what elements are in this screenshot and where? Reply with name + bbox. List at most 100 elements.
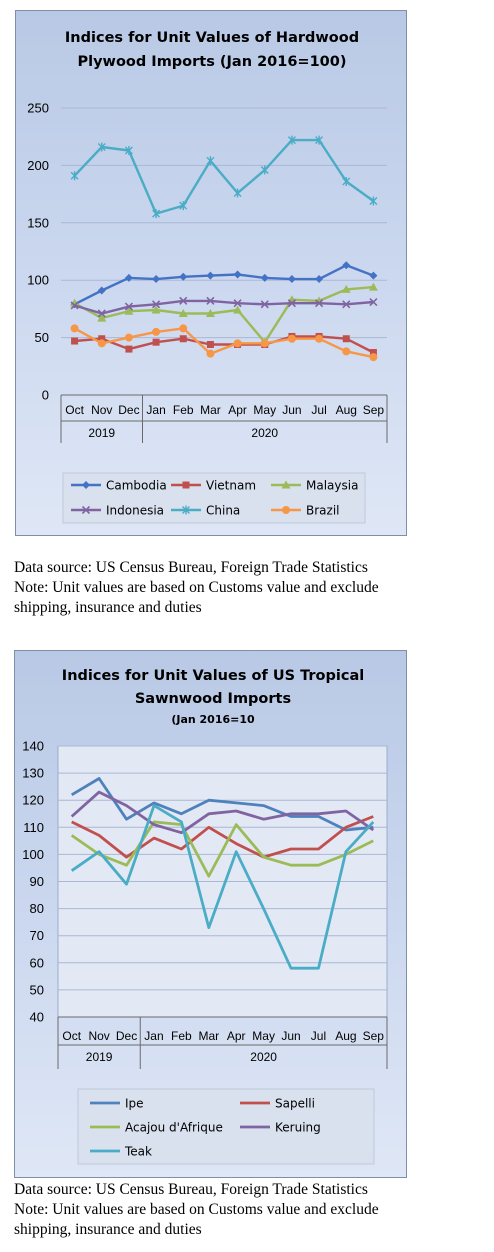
x-group-label: 2020 xyxy=(251,426,278,440)
data-point-malaysia xyxy=(151,305,161,314)
sawnwood-chart: Indices for Unit Values of US Tropical S… xyxy=(14,650,407,1178)
data-point-brazil xyxy=(152,327,161,336)
x-tick-label: Jun xyxy=(282,403,301,417)
data-point-cambodia xyxy=(287,275,296,284)
data-point-indonesia xyxy=(369,297,378,307)
data-point-indonesia xyxy=(233,299,242,308)
data-point-malaysia xyxy=(124,306,134,315)
data-point-vietnam xyxy=(125,345,133,353)
legend-item-brazil: Brazil xyxy=(271,504,340,518)
y-tick-label: 100 xyxy=(22,847,44,862)
series-line-sapelli xyxy=(71,815,374,859)
data-point-brazil xyxy=(179,324,188,333)
data-point-vietnam xyxy=(369,349,377,357)
series-acajou-d-afrique xyxy=(70,820,374,878)
data-point-indonesia xyxy=(97,309,106,318)
data-point-malaysia xyxy=(205,308,215,317)
data-point-china xyxy=(70,171,79,181)
legend-item-indonesia: Indonesia xyxy=(71,504,164,518)
data-point-vietnam xyxy=(206,340,214,348)
data-point-brazil xyxy=(342,347,351,356)
data-point-indonesia xyxy=(342,300,351,309)
data-point-china xyxy=(97,142,106,152)
y-tick-label: 50 xyxy=(35,330,49,345)
y-tick-label: 150 xyxy=(27,215,49,230)
data-point-malaysia xyxy=(70,298,80,307)
data-point-cambodia xyxy=(342,261,351,270)
data-point-malaysia xyxy=(97,313,107,322)
series-line-indonesia xyxy=(74,299,374,315)
legend-marker xyxy=(81,505,91,515)
series-line-brazil xyxy=(74,327,374,359)
legend-label: Keruing xyxy=(275,1121,321,1135)
x-tick-label: Sep xyxy=(363,403,385,417)
x-tick-label: Mar xyxy=(200,403,221,417)
x-tick-label: Nov xyxy=(88,1029,109,1043)
series-line-china xyxy=(73,138,375,215)
x-tick-label: Jan xyxy=(144,1029,163,1043)
data-point-china xyxy=(260,165,269,175)
series-indonesia xyxy=(70,296,378,318)
note-text-line2: shipping, insurance and duties xyxy=(14,599,202,616)
series-line-ipe xyxy=(70,777,374,832)
legend-label: Cambodia xyxy=(106,479,167,493)
data-point-vietnam xyxy=(71,337,79,345)
data-point-indonesia xyxy=(315,299,324,308)
y-tick-label: 80 xyxy=(30,901,44,916)
series-sapelli xyxy=(71,815,374,859)
series-ipe xyxy=(70,777,374,832)
legend-item-cambodia: Cambodia xyxy=(71,479,167,493)
note-text-line1: Note: Unit values are based on Customs v… xyxy=(14,579,379,596)
legend-item-acajou-d-afrique: Acajou d'Afrique xyxy=(90,1121,223,1135)
legend-label: Ipe xyxy=(125,1097,144,1111)
legend-box xyxy=(77,1088,375,1165)
series-teak xyxy=(70,804,375,970)
data-point-china xyxy=(152,209,161,219)
data-point-brazil xyxy=(206,349,215,358)
x-tick-label: Jun xyxy=(281,1029,300,1043)
series-line-cambodia xyxy=(74,264,374,306)
data-point-brazil xyxy=(70,324,79,333)
chart-title-line2: Sawnwood Imports xyxy=(135,691,291,707)
legend-label: Malaysia xyxy=(306,479,358,493)
legend-item-keruing: Keruing xyxy=(240,1121,321,1135)
data-point-brazil xyxy=(124,333,133,342)
x-tick-label: Oct xyxy=(62,1029,81,1043)
x-tick-label: Feb xyxy=(173,403,194,417)
series-keruing xyxy=(70,790,375,835)
y-tick-label: 110 xyxy=(23,820,44,835)
data-source-text: Data source: US Census Bureau, Foreign T… xyxy=(14,1181,368,1198)
legend-item-vietnam: Vietnam xyxy=(171,479,256,493)
legend-label: Vietnam xyxy=(206,479,256,493)
data-point-cambodia xyxy=(233,270,242,279)
data-point-vietnam xyxy=(179,335,187,343)
y-tick-label: 130 xyxy=(22,766,44,781)
legend-label: Brazil xyxy=(306,504,340,518)
data-point-vietnam xyxy=(152,338,160,346)
y-tick-label: 90 xyxy=(30,874,44,889)
data-point-china xyxy=(315,135,324,145)
y-tick-label: 100 xyxy=(27,273,49,288)
data-source-text: Data source: US Census Bureau, Foreign T… xyxy=(14,559,368,576)
x-tick-label: Apr xyxy=(228,403,247,417)
x-tick-label: Dec xyxy=(118,403,139,417)
data-point-malaysia xyxy=(233,305,243,314)
data-point-china xyxy=(342,176,351,186)
x-tick-label: Nov xyxy=(91,403,112,417)
data-point-china xyxy=(287,135,296,145)
sawnwood-chart-notes: Data source: US Census Bureau, Foreign T… xyxy=(14,1180,489,1240)
data-point-vietnam xyxy=(342,335,350,343)
legend-item-sapelli: Sapelli xyxy=(240,1097,315,1111)
series-line-keruing xyxy=(70,790,375,835)
chart-subtitle: (Jan 2016=10 xyxy=(171,713,255,726)
x-tick-label: Mar xyxy=(198,1029,219,1043)
data-point-china xyxy=(124,145,133,155)
data-point-cambodia xyxy=(152,275,161,284)
x-group-label: 2020 xyxy=(250,1050,277,1064)
data-point-indonesia xyxy=(287,299,296,308)
legend-label: China xyxy=(206,504,240,518)
x-tick-label: Dec xyxy=(116,1029,137,1043)
legend-item-china: China xyxy=(171,504,240,518)
data-point-cambodia xyxy=(124,273,133,282)
legend-marker xyxy=(182,481,190,489)
